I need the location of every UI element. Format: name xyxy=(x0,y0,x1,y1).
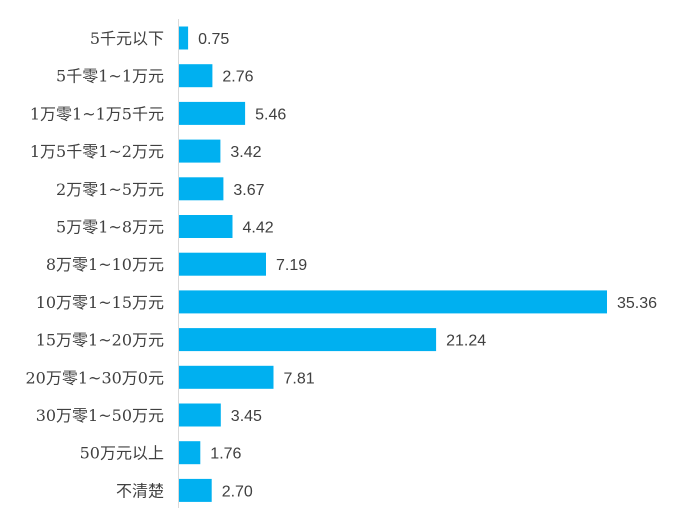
data-label: 35.36 xyxy=(617,295,657,312)
data-label: 0.75 xyxy=(198,31,229,48)
category-label: 8万零1~10万元 xyxy=(46,255,164,274)
data-label: 5.46 xyxy=(255,106,286,123)
bar xyxy=(179,101,246,125)
category-label: 2万零1~5万元 xyxy=(56,180,164,199)
category-label: 5千零1~1万元 xyxy=(56,67,164,86)
bars-group xyxy=(179,26,607,502)
bar xyxy=(179,328,437,352)
category-label: 30万零1~50万元 xyxy=(36,406,164,425)
data-label: 1.76 xyxy=(210,446,241,463)
category-label: 50万元以上 xyxy=(80,444,164,463)
bar xyxy=(179,215,233,238)
bar xyxy=(179,64,213,88)
data-label: 2.76 xyxy=(222,69,253,86)
bar xyxy=(179,252,266,276)
bar xyxy=(179,139,221,163)
bar xyxy=(179,478,212,502)
category-label: 1万零1~1万5千元 xyxy=(30,104,164,123)
bar xyxy=(179,290,607,314)
data-label: 21.24 xyxy=(446,333,486,350)
data-label: 4.42 xyxy=(243,220,274,237)
data-label: 2.70 xyxy=(222,483,253,500)
data-label: 3.42 xyxy=(230,144,261,161)
category-label: 1万5千零1~2万元 xyxy=(30,142,164,161)
bar xyxy=(179,177,224,201)
bar xyxy=(179,403,221,427)
category-label: 5千元以下 xyxy=(90,29,164,48)
labels-group: 5千元以下 0.75 5千零1~1万元 2.76 1万零1~1万5千元 5.46 1万5千零… xyxy=(26,29,658,500)
category-label: 15万零1~20万元 xyxy=(36,331,164,350)
bar xyxy=(179,441,201,465)
category-label: 5万零1~8万元 xyxy=(56,218,164,237)
bar xyxy=(179,26,189,50)
category-label: 10万零1~15万元 xyxy=(36,293,164,312)
data-label: 3.45 xyxy=(231,408,262,425)
data-label: 7.81 xyxy=(284,370,315,387)
data-label: 7.19 xyxy=(276,257,307,274)
bar xyxy=(179,365,274,389)
category-label: 不清楚 xyxy=(116,481,164,500)
category-label: 20万零1~30万0元 xyxy=(26,368,165,387)
data-label: 3.67 xyxy=(233,182,264,199)
